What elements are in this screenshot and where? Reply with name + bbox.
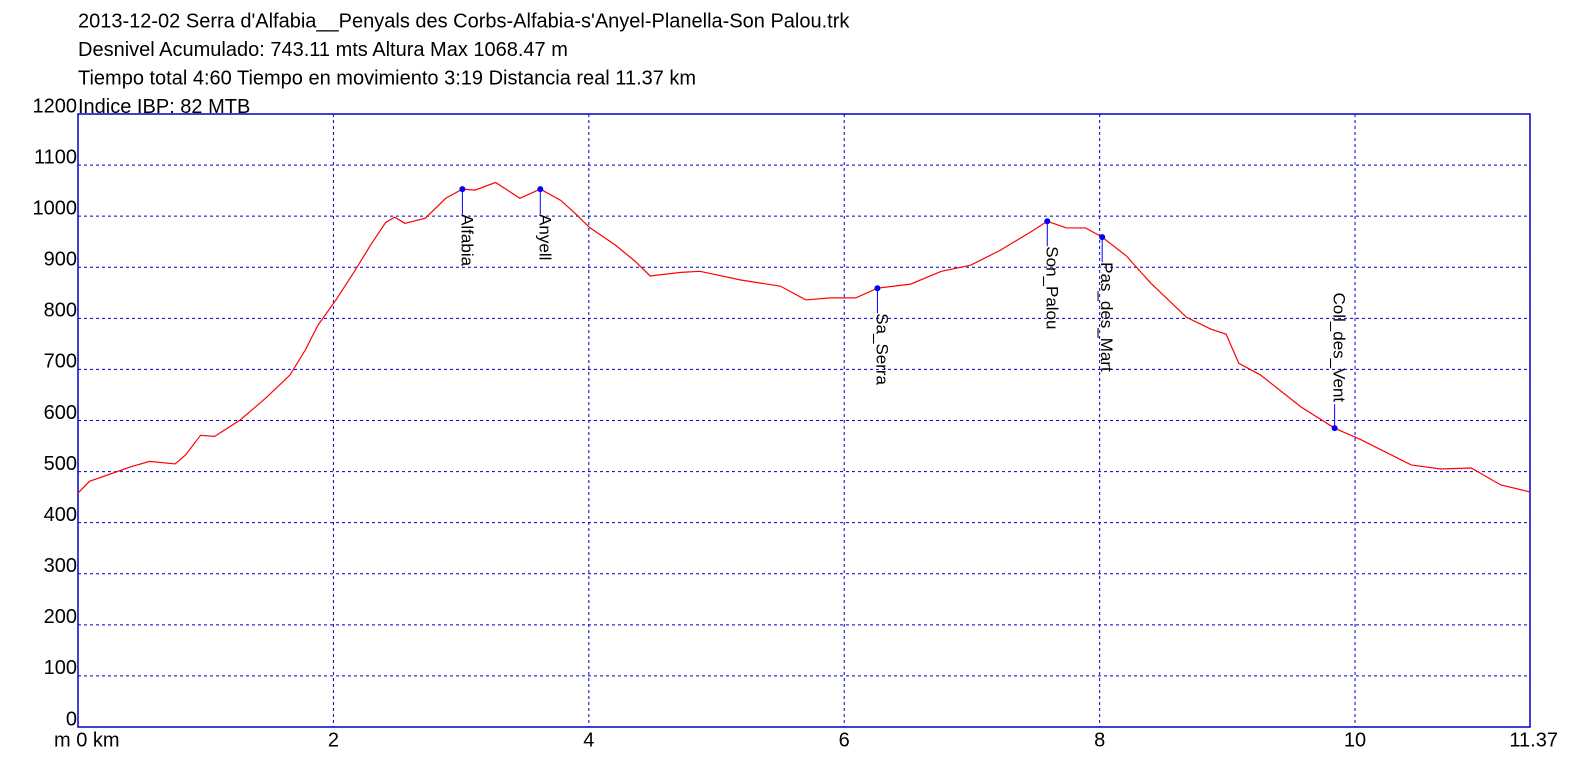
x-tick-label: 11.37 [1509, 729, 1558, 751]
x-tick-label: 10 [1344, 729, 1366, 751]
waypoint-label: Alfabia [457, 214, 476, 267]
title-line: Indice IBP: 82 MTB [78, 96, 250, 118]
waypoint-marker [1044, 218, 1051, 225]
waypoint-label: Anyell [535, 214, 554, 260]
y-tick-label: 200 [44, 606, 77, 628]
y-tick-label: 800 [44, 300, 77, 322]
y-tick-label: 300 [44, 555, 77, 577]
title-line: Desnivel Acumulado: 743.11 mts Altura Ma… [78, 39, 568, 61]
waypoint-label: Sa_Serra [872, 313, 891, 385]
waypoint-marker [459, 186, 466, 193]
y-tick-label: 600 [44, 402, 77, 424]
y-tick-label: 900 [44, 249, 77, 271]
x-tick-label: 8 [1094, 729, 1105, 751]
waypoint-marker [874, 285, 881, 292]
waypoint-marker [1099, 234, 1106, 241]
x-tick-label: 6 [839, 729, 850, 751]
title-line: Tiempo total 4:60 Tiempo en movimiento 3… [78, 67, 696, 89]
waypoint-label: Son_Palou [1042, 246, 1061, 329]
y-tick-label: 100 [44, 657, 77, 679]
waypoint-marker [537, 186, 544, 193]
y-tick-label: 400 [44, 504, 77, 526]
waypoint-label: Coll_des_Vent [1330, 293, 1349, 403]
y-tick-label: 1200 [33, 95, 78, 117]
y-tick-label: 0 [66, 708, 77, 730]
x-tick-label: m 0 km [54, 729, 120, 751]
waypoint-marker [1331, 425, 1338, 432]
waypoint-label: Pas_des_Mart [1097, 262, 1116, 372]
title-line: 2013-12-02 Serra d'Alfabia__Penyals des … [78, 10, 850, 32]
y-tick-label: 700 [44, 351, 77, 373]
y-tick-label: 1100 [34, 146, 77, 168]
y-tick-label: 500 [44, 453, 77, 475]
y-tick-label: 1000 [33, 197, 78, 219]
x-tick-label: 2 [328, 729, 339, 751]
elevation-line [77, 181, 1531, 494]
x-tick-label: 4 [583, 729, 594, 751]
